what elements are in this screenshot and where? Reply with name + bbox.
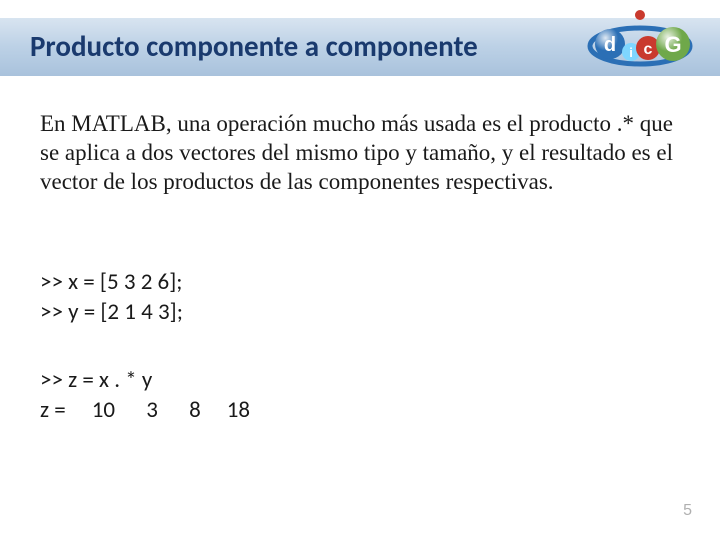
logo-letter-c: c — [644, 41, 653, 58]
body-paragraph: En MATLAB, una operación mucho más usada… — [40, 110, 680, 196]
logo-svg: d i c G — [580, 8, 700, 78]
page-number: 5 — [683, 502, 692, 520]
code-line-z: >> z = x . * y — [40, 366, 250, 396]
logo: d i c G — [580, 8, 700, 78]
logo-letter-d: d — [604, 34, 616, 56]
logo-letter-g: G — [664, 32, 681, 57]
logo-letter-i: i — [629, 45, 633, 60]
code-block-input-2: >> z = x . * y z = 10 3 8 18 — [40, 366, 250, 426]
code-line-x: >> x = [5 3 2 6]; — [40, 268, 183, 298]
code-output: z = 10 3 8 18 — [40, 396, 250, 426]
slide: Producto componente a componente d — [0, 0, 720, 540]
code-line-y: >> y = [2 1 4 3]; — [40, 298, 183, 328]
code-block-input-1: >> x = [5 3 2 6]; >> y = [2 1 4 3]; — [40, 268, 183, 328]
slide-title: Producto componente a componente — [30, 28, 478, 64]
